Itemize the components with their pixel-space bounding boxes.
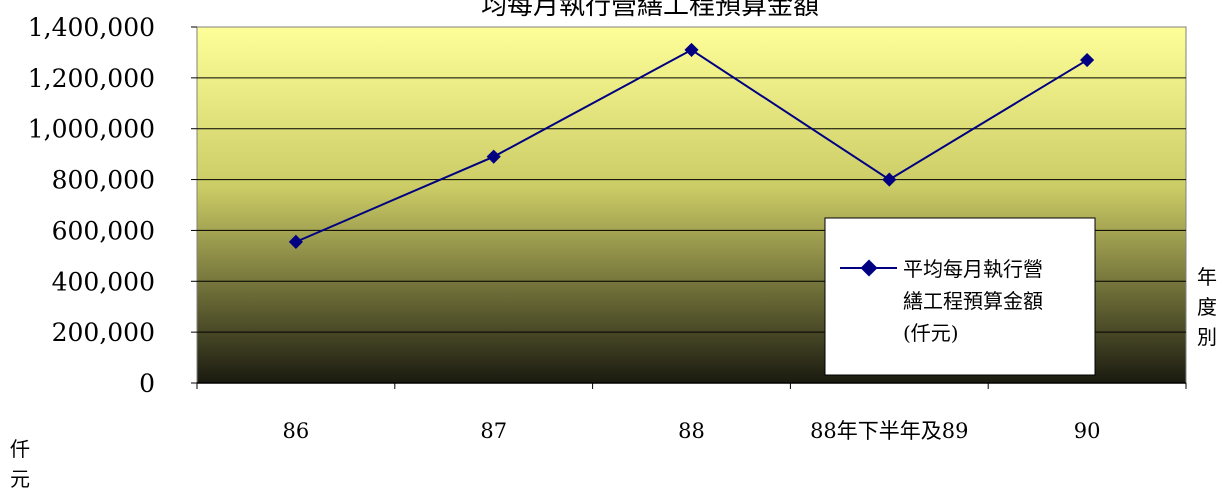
chart-title: 均每月執行營繕工程預算金額 xyxy=(481,0,819,21)
y-tick-label: 1,000,000 xyxy=(28,115,155,144)
y-tick-label: 0 xyxy=(139,369,155,398)
x-axis-ticks: 86 87 88 88年下半年及89 90 xyxy=(196,382,1187,443)
legend-entry-line-1: 平均每月執行營 xyxy=(903,257,1043,281)
y-axis-label-char: 仟 xyxy=(10,437,30,461)
y-axis-ticks: 0 200,000 400,000 600,000 800,000 1,000,000 1,… xyxy=(28,13,197,398)
x-axis-label-char: 年 xyxy=(1197,265,1217,289)
data-point xyxy=(486,149,501,164)
x-tick-label: 87 xyxy=(480,419,507,443)
data-point xyxy=(882,172,897,187)
x-tick-label: 86 xyxy=(283,419,310,443)
legend-entry-line-3: (仟元) xyxy=(903,321,959,345)
data-point xyxy=(288,234,303,249)
legend-diamond-marker xyxy=(860,259,878,277)
y-tick-label: 800,000 xyxy=(52,166,155,195)
data-point xyxy=(1080,52,1095,68)
y-tick-label: 600,000 xyxy=(52,216,155,245)
y-tick-label: 200,000 xyxy=(52,318,155,347)
x-axis-label-char: 度 xyxy=(1197,295,1217,319)
legend-box xyxy=(824,217,1096,376)
legend-entry-line-2: 繕工程預算金額 xyxy=(903,289,1043,313)
y-axis-label: 仟 元 xyxy=(8,434,32,494)
series-line xyxy=(288,42,1095,249)
x-tick-label: 88年下半年及89 xyxy=(810,419,968,443)
data-point xyxy=(684,42,699,57)
x-tick-label: 88 xyxy=(678,419,705,443)
y-tick-label: 1,200,000 xyxy=(28,64,155,93)
y-tick-label: 400,000 xyxy=(52,267,155,296)
y-tick-label: 1,400,000 xyxy=(28,13,155,42)
x-axis-label-char: 別 xyxy=(1197,325,1217,349)
x-tick-label: 90 xyxy=(1074,419,1101,443)
y-axis-label-char: 元 xyxy=(10,467,30,491)
legend: 平均每月執行營 繕工程預算金額 (仟元) xyxy=(824,217,1096,376)
x-axis-label: 年 度 別 xyxy=(1195,262,1219,352)
